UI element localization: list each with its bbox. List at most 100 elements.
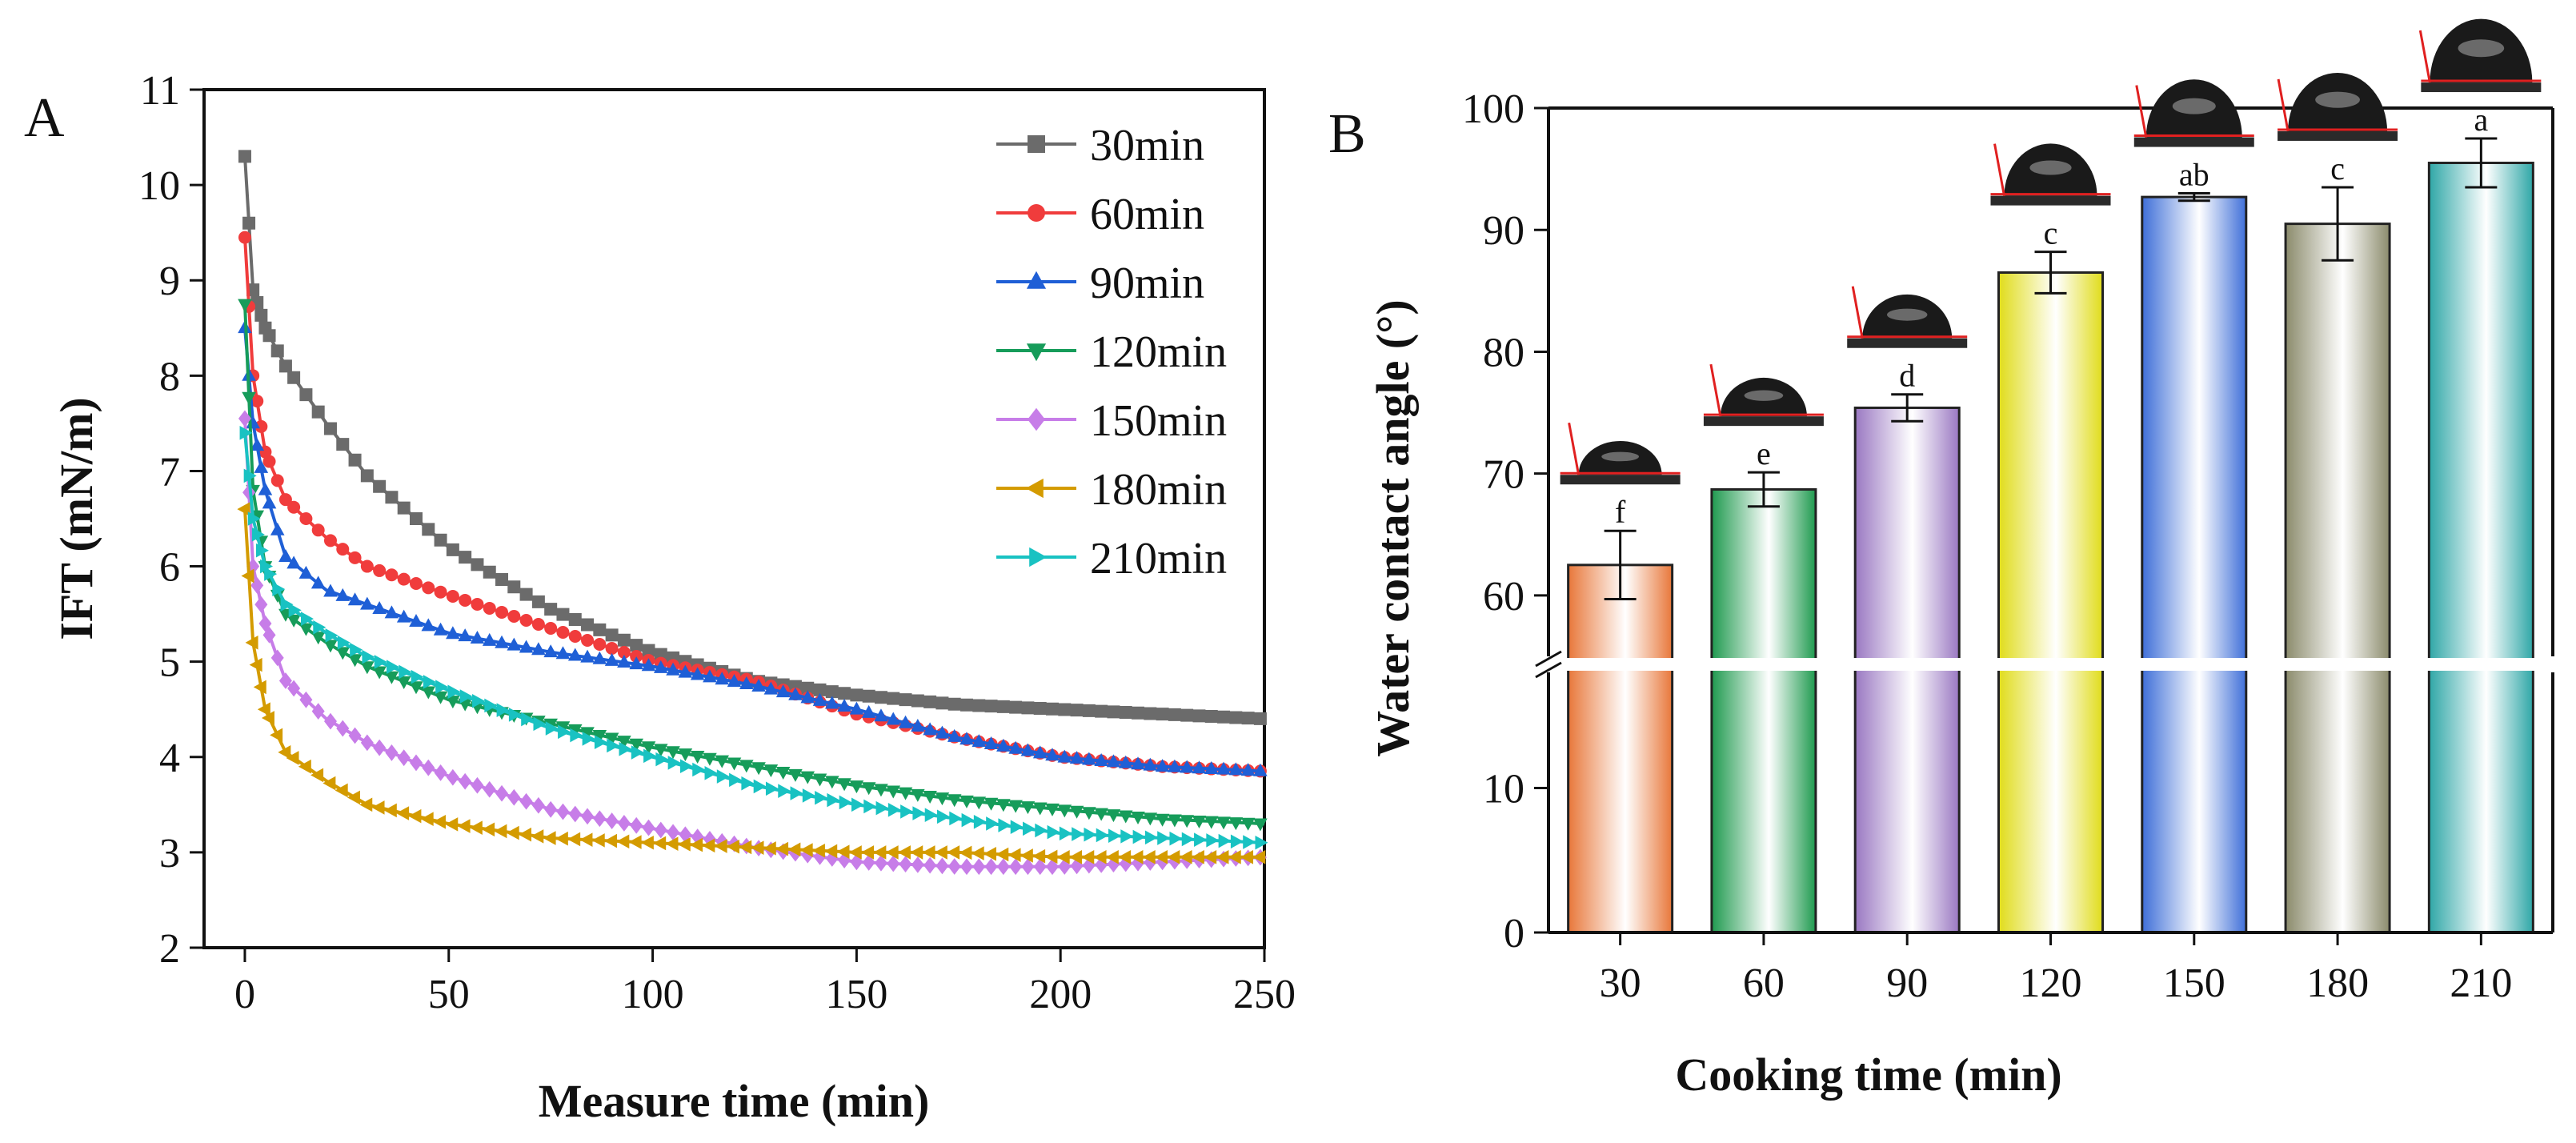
bar-210 [2427,162,2534,934]
droplet-image-120 [1990,143,2111,206]
droplet-baseline [2278,130,2398,141]
a-y-tick-label: 5 [159,640,180,686]
a-y-tick-label: 9 [159,259,180,304]
a-legend-marker [1026,271,1047,289]
a-legend-label: 210min [1090,534,1227,584]
a-legend-marker [1028,204,1045,222]
a-series-markers [238,150,1267,725]
bar-60 [1710,487,1817,934]
axis-break-gap [1524,658,2576,671]
panel-b-y-axis: 60 70 80 90 100 0 10 [1462,86,1548,957]
b-x-tick-label: 90 [1886,961,1928,1006]
panel-a-plot-frame [202,88,1266,949]
b-x-tick-label: 210 [2450,961,2512,1006]
panel-a-line-chart: A 2 3 4 5 6 7 8 9 10 11 0 50 100 150 200 250 30min 60mi… [24,68,1296,1127]
droplet-highlight [2172,98,2216,114]
panel-a-x-axis: 0 50 100 150 200 250 [234,948,1296,1017]
droplet-image-210 [2418,18,2542,93]
bar-150 [2141,195,2248,934]
a-legend-label: 30min [1090,121,1204,170]
droplet-baseline [1703,416,1824,427]
panel-a-y-axis-title: IFT (mN/m) [50,397,102,640]
panel-b-y-axis-title: Water contact angle (°) [1367,299,1419,756]
tangent-line [1993,143,2005,196]
droplet-baseline [1560,475,1681,485]
a-x-tick-label: 100 [622,972,684,1017]
significance-letter: e [1757,435,1771,471]
b-x-tick-label: 120 [2020,961,2082,1006]
bar-180 [2284,223,2391,934]
tangent-line [2277,78,2290,132]
significance-letter: a [2474,102,2488,138]
significance-letter: d [1899,358,1915,394]
a-x-tick-label: 150 [825,972,887,1017]
a-legend-marker [1026,343,1047,362]
a-legend-label: 150min [1090,396,1227,446]
a-legend-label: 180min [1090,465,1227,515]
a-y-tick-label: 3 [159,831,180,876]
a-legend-marker [1025,478,1044,499]
panel-a-y-axis: 2 3 4 5 6 7 8 9 10 11 [138,68,204,972]
significance-letter: ab [2179,157,2209,193]
axis-break-mark [1535,650,1562,668]
droplet-image-90 [1847,286,1968,348]
droplet-image-150 [2133,79,2254,147]
a-series-180min [237,502,1266,864]
panel-b-droplet-images [1560,18,2542,485]
droplet-highlight [2029,160,2072,175]
significance-letter: c [2044,215,2058,251]
b-y-tick-label: 70 [1483,452,1524,498]
b-x-tick-label: 30 [1600,961,1641,1006]
panel-b-x-axis: 30 60 90 120 150 180 210 [1600,932,2512,1006]
b-y-tick-label: 10 [1483,766,1524,812]
a-x-tick-label: 50 [428,972,470,1017]
droplet-baseline [2133,137,2254,147]
panel-a-series-group [237,150,1268,876]
droplet-baseline [1847,338,1968,348]
droplet-image-30 [1560,422,1681,485]
b-y-tick-label: 90 [1483,208,1524,254]
a-x-tick-label: 250 [1233,972,1296,1017]
droplet-highlight [1887,308,1928,321]
a-y-tick-label: 6 [159,545,180,591]
droplet-highlight [2458,39,2505,58]
a-legend-label: 120min [1090,327,1227,377]
panel-b-bars: f e d c ab c a [1567,102,2534,934]
droplet-image-180 [2277,73,2398,141]
a-y-tick-label: 10 [138,163,180,209]
a-legend-marker [1028,135,1045,153]
a-legend-label: 60min [1090,190,1204,239]
tangent-line [2135,85,2148,138]
a-y-tick-label: 4 [159,736,180,781]
a-legend-marker [1028,407,1045,431]
a-y-tick-label: 2 [159,926,180,972]
droplet-highlight [1744,390,1784,401]
a-series-210min [239,426,1268,850]
panel-b-bar-chart: B f e d c ab c a 60 70 80 90 100 0 10 30 60 90 120 150 18… [1328,18,2576,1101]
a-legend-label: 90min [1090,259,1204,308]
b-x-tick-label: 150 [2163,961,2225,1006]
droplet-image-60 [1703,363,1824,427]
panel-b-x-axis-title: Cooking time (min) [1675,1049,2061,1101]
droplet-highlight [2315,91,2360,108]
droplet-highlight [1601,451,1640,462]
significance-letter: f [1615,494,1626,530]
b-x-tick-label: 60 [1743,961,1785,1006]
bar-120 [1997,271,2104,934]
bar-30 [1567,563,1674,934]
droplet-baseline [2421,82,2542,93]
tangent-line [2418,30,2431,83]
a-x-tick-label: 0 [234,972,255,1017]
a-x-tick-label: 200 [1029,972,1092,1017]
a-series-120min [238,299,1268,832]
significance-letter: c [2330,150,2345,186]
tangent-line [1709,363,1722,417]
b-y-tick-label: 100 [1462,86,1524,132]
b-x-tick-label: 180 [2306,961,2369,1006]
axis-break-mark [1535,661,1562,679]
b-y-tick-label: 0 [1504,911,1524,957]
panel-a-legend: 30min 60min 90min 120min 150min 180min 210min [996,121,1227,584]
panel-a-x-axis-title: Measure time (min) [539,1075,930,1127]
panel-b-label: B [1328,103,1366,165]
b-y-tick-label: 80 [1483,330,1524,375]
